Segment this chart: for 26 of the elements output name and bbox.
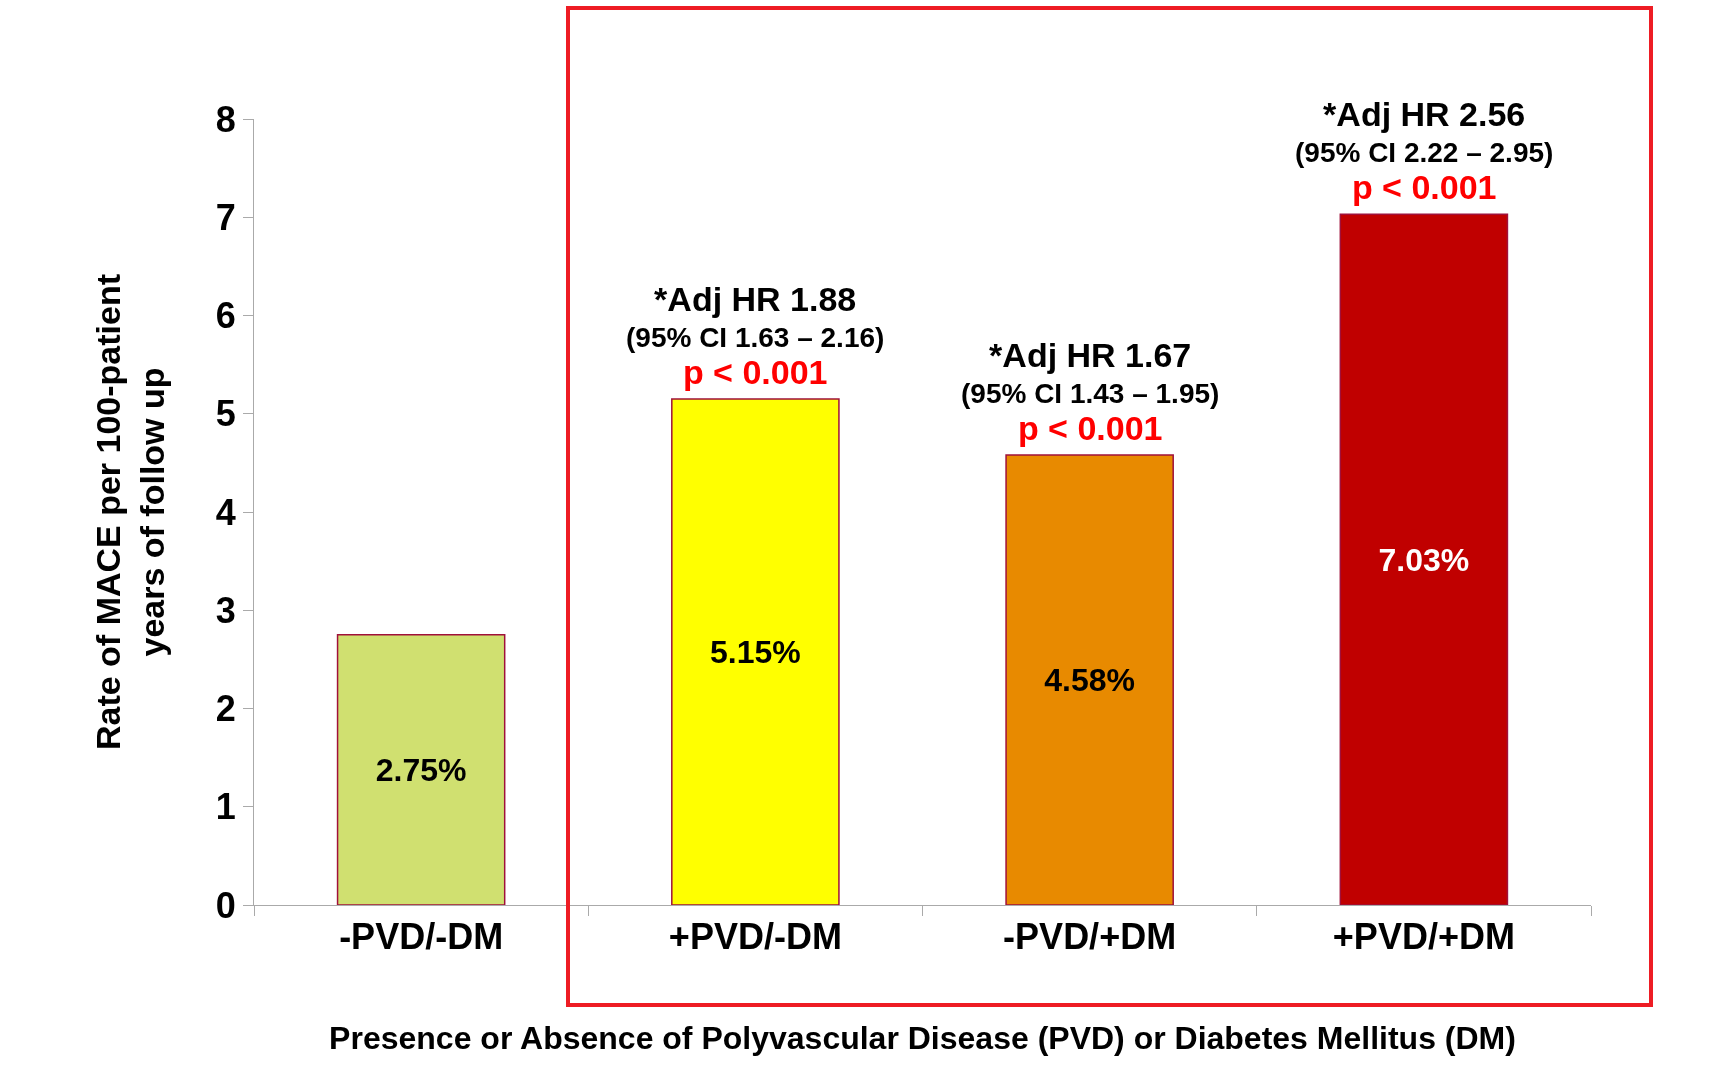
annotation: *Adj HR 1.88 (95% CI 1.63 – 2.16) p < 0.001 (626, 280, 885, 391)
bar (336, 634, 506, 905)
data-label: 2.75% (375, 751, 467, 788)
y-tick-label: 6 (215, 295, 236, 337)
y-tick-label: 5 (215, 393, 236, 435)
y-tick-label: 1 (215, 786, 236, 828)
x-axis-title: Presence or Absence of Polyvascular Disease (PVD) or Diabetes Mellitus (DM) (329, 1020, 1516, 1057)
y-tick-label: 8 (215, 98, 236, 140)
data-label: 5.15% (710, 634, 801, 671)
y-tick-label: 7 (215, 196, 236, 238)
x-tick-label: +PVD/+DM (1332, 916, 1515, 958)
x-tick-label: -PVD/-DM (339, 916, 504, 958)
bar (671, 398, 840, 905)
y-axis-title: Rate of MACE per 100-patient years of follow up (89, 273, 172, 751)
y-tick-label: 2 (215, 688, 236, 730)
x-tick-label: +PVD/-DM (668, 916, 842, 958)
y-tick-label: 0 (215, 884, 236, 926)
x-tick-label: -PVD/+DM (1003, 916, 1177, 958)
data-label: 7.03% (1378, 541, 1470, 578)
bar (1339, 213, 1509, 905)
bar (1005, 454, 1174, 905)
annotation: *Adj HR 1.67 (95% CI 1.43 – 1.95) p < 0.001 (961, 336, 1220, 447)
annotation: *Adj HR 2.56 (95% CI 2.22 – 2.95) p < 0.001 (1295, 95, 1554, 206)
y-tick-label: 3 (215, 589, 236, 631)
data-label: 4.58% (1044, 662, 1135, 699)
y-tick-label: 4 (215, 491, 236, 533)
